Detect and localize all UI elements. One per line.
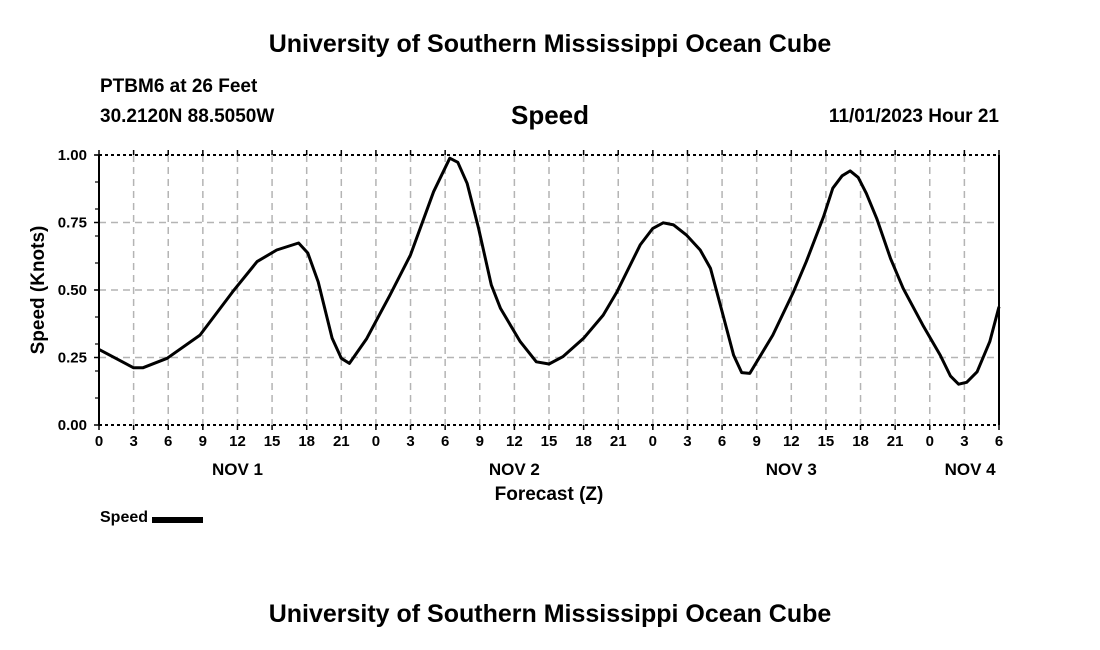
axes <box>94 150 1000 430</box>
x-tick-label: 21 <box>333 433 350 450</box>
footer-title: University of Southern Mississippi Ocean… <box>268 600 832 628</box>
y-axis-label: Speed (Knots) <box>28 226 49 355</box>
legend-line-swatch <box>152 516 204 523</box>
x-tick-label: 3 <box>406 433 414 450</box>
date-label: NOV 4 <box>945 460 997 479</box>
x-tick-label: 6 <box>164 433 172 450</box>
x-tick-label: 9 <box>753 433 761 450</box>
x-tick-label: 15 <box>818 433 835 450</box>
x-tick-label: 3 <box>129 433 137 450</box>
y-tick-label: 0.75 <box>58 215 87 232</box>
station-label: PTBM6 at 26 Feet <box>100 76 258 97</box>
x-tick-label: 15 <box>541 433 558 450</box>
x-tick-label: 0 <box>649 433 657 450</box>
chart-title: Speed <box>510 100 590 130</box>
x-tick-label: 12 <box>229 433 246 450</box>
coordinates-label: 30.2120N 88.5050W <box>100 106 275 127</box>
x-tick-label: 18 <box>852 433 869 450</box>
page-title: University of Southern Mississippi Ocean… <box>268 30 832 58</box>
x-tick-label: 9 <box>199 433 207 450</box>
x-tick-label: 6 <box>441 433 449 450</box>
x-tick-label: 18 <box>298 433 315 450</box>
x-tick-label: 0 <box>95 433 103 450</box>
series <box>98 156 1001 386</box>
x-tick-label: 15 <box>264 433 281 450</box>
x-tick-label: 18 <box>575 433 592 450</box>
x-tick-label: 21 <box>887 433 904 450</box>
y-tick-label: 0.00 <box>58 417 87 434</box>
speed-line <box>98 156 1001 386</box>
y-tick-label: 0.50 <box>58 282 87 299</box>
x-tick-label: 12 <box>783 433 800 450</box>
x-tick-label: 3 <box>683 433 691 450</box>
x-tick-label: 6 <box>995 433 1003 450</box>
x-tick-label: 0 <box>372 433 380 450</box>
x-tick-label: 3 <box>960 433 968 450</box>
date-label: NOV 1 <box>212 460 263 479</box>
x-tick-label: 21 <box>610 433 627 450</box>
tick-labels: 0 3 6 9 12 15 18 21 0 3 6 9 12 15 18 21 0 3 6 9 12 15 18 21 0 3 6 0… <box>58 147 1003 479</box>
date-label: NOV 2 <box>489 460 540 479</box>
legend-label: Speed <box>100 509 149 526</box>
x-tick-label: 12 <box>506 433 523 450</box>
y-tick-label: 1.00 <box>58 147 87 164</box>
datetime-label: 11/01/2023 Hour 21 <box>828 106 999 127</box>
x-tick-label: 9 <box>476 433 484 450</box>
date-label: NOV 3 <box>766 460 817 479</box>
legend: Speed <box>100 509 204 527</box>
y-tick-label: 0.25 <box>58 350 87 367</box>
x-tick-label: 0 <box>926 433 934 450</box>
x-tick-label: 6 <box>718 433 726 450</box>
grid <box>99 155 999 425</box>
x-axis-label: Forecast (Z) <box>495 484 604 505</box>
